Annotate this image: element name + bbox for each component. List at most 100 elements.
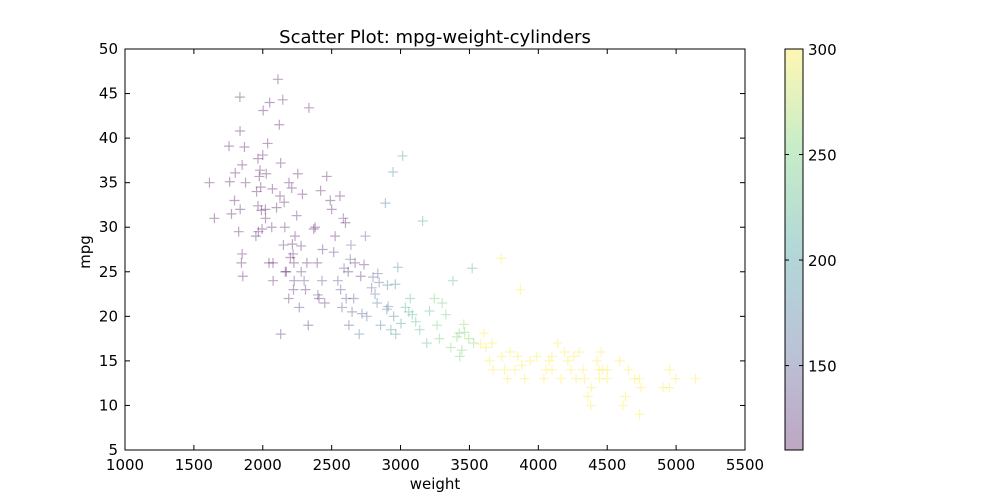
data-point (268, 275, 279, 286)
data-point (392, 262, 403, 273)
x-tick-label: 4500 (588, 456, 626, 474)
data-point (312, 257, 323, 268)
data-point (288, 248, 299, 259)
data-point (303, 102, 314, 113)
data-point (562, 355, 573, 366)
data-point (233, 226, 244, 237)
data-point (594, 373, 605, 384)
data-point (347, 306, 358, 317)
data-point (278, 240, 289, 251)
data-point (257, 224, 268, 235)
data-point (381, 304, 392, 315)
data-point (390, 329, 401, 340)
data-point (310, 222, 321, 233)
data-point (496, 253, 507, 264)
data-point (325, 195, 336, 206)
data-point (670, 373, 681, 384)
data-point (237, 271, 248, 282)
data-point (356, 308, 367, 319)
data-point (258, 105, 269, 116)
data-point (250, 231, 261, 242)
x-axis-label: weight (410, 475, 461, 493)
y-tick-label: 45 (99, 85, 118, 103)
data-point (289, 275, 300, 286)
data-point (579, 373, 590, 384)
data-point (337, 302, 347, 313)
data-point (341, 293, 352, 304)
data-point (274, 119, 285, 130)
data-point (266, 222, 277, 233)
y-axis: 5 10 15 20 25 30 35 40 45 50 (99, 40, 745, 459)
data-point (224, 141, 235, 152)
data-point (395, 318, 406, 329)
data-point (226, 208, 237, 219)
data-point (593, 364, 604, 375)
data-point (372, 297, 383, 308)
data-point (499, 364, 510, 375)
data-point (354, 329, 365, 340)
data-point (339, 263, 350, 274)
data-point (509, 364, 520, 375)
data-point (546, 351, 557, 362)
y-tick-label: 10 (99, 396, 118, 414)
data-point (277, 94, 288, 105)
data-point (445, 342, 456, 353)
data-point (237, 248, 248, 259)
data-point (664, 364, 675, 375)
data-point (484, 355, 495, 366)
data-point (254, 171, 265, 182)
data-point (301, 257, 312, 268)
plot-frame (124, 48, 746, 451)
chart-title: Scatter Plot: mpg-weight-cylinders (279, 27, 591, 48)
data-point (252, 200, 263, 211)
data-point (505, 346, 516, 357)
data-point (267, 257, 278, 268)
data-point (568, 351, 579, 362)
data-point (262, 138, 273, 149)
x-tick-label: 2000 (244, 456, 282, 474)
data-point (519, 373, 530, 384)
data-point (290, 231, 301, 242)
data-point (618, 400, 629, 411)
data-point (434, 333, 445, 344)
data-point (317, 275, 328, 286)
data-point (355, 271, 366, 282)
data-point (300, 284, 311, 295)
data-point (596, 346, 607, 357)
colorbar-gradient (784, 48, 804, 451)
data-point (620, 391, 631, 402)
data-point (515, 284, 526, 295)
data-point (345, 240, 356, 251)
data-point (343, 266, 354, 277)
data-point (338, 213, 349, 224)
data-point (237, 159, 248, 170)
data-point (235, 125, 246, 136)
data-point (424, 305, 435, 316)
data-point (224, 176, 235, 187)
data-point (348, 293, 359, 304)
data-point (496, 351, 507, 362)
data-point (315, 185, 326, 196)
data-point (582, 391, 593, 402)
data-point (279, 197, 290, 208)
data-point (512, 351, 523, 362)
data-point (429, 293, 440, 304)
x-tick-label: 1000 (106, 456, 144, 474)
x-tick-label: 4000 (519, 456, 557, 474)
y-tick-label: 40 (99, 129, 118, 147)
y-tick-label: 30 (99, 218, 118, 236)
data-point (571, 373, 582, 384)
data-point (368, 272, 378, 283)
data-point (296, 266, 307, 277)
x-tick-label: 3000 (381, 456, 419, 474)
data-point (452, 331, 463, 342)
data-point (230, 167, 241, 178)
data-point (251, 186, 262, 197)
data-point (291, 210, 302, 221)
data-point (410, 316, 421, 327)
colorbar-ticks: 150 200 250 300 (785, 41, 837, 376)
data-point (313, 293, 324, 304)
points-layer (204, 74, 701, 420)
data-point (414, 324, 425, 335)
x-axis: 1000 1500 2000 2500 3000 3500 4000 4500 5000 5500 (106, 49, 764, 474)
